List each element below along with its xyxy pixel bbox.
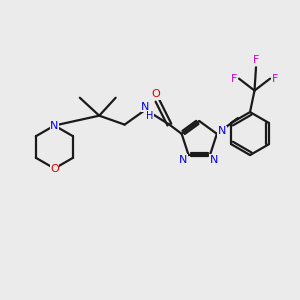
Text: N: N <box>179 155 188 165</box>
Text: O: O <box>50 164 59 173</box>
Text: N: N <box>218 126 226 136</box>
Text: N: N <box>50 121 59 130</box>
Text: O: O <box>152 89 160 99</box>
Text: F: F <box>272 74 279 84</box>
Text: F: F <box>253 55 259 65</box>
Text: N: N <box>209 155 218 165</box>
Text: H: H <box>146 111 154 121</box>
Text: N: N <box>141 102 150 112</box>
Text: F: F <box>230 74 237 84</box>
